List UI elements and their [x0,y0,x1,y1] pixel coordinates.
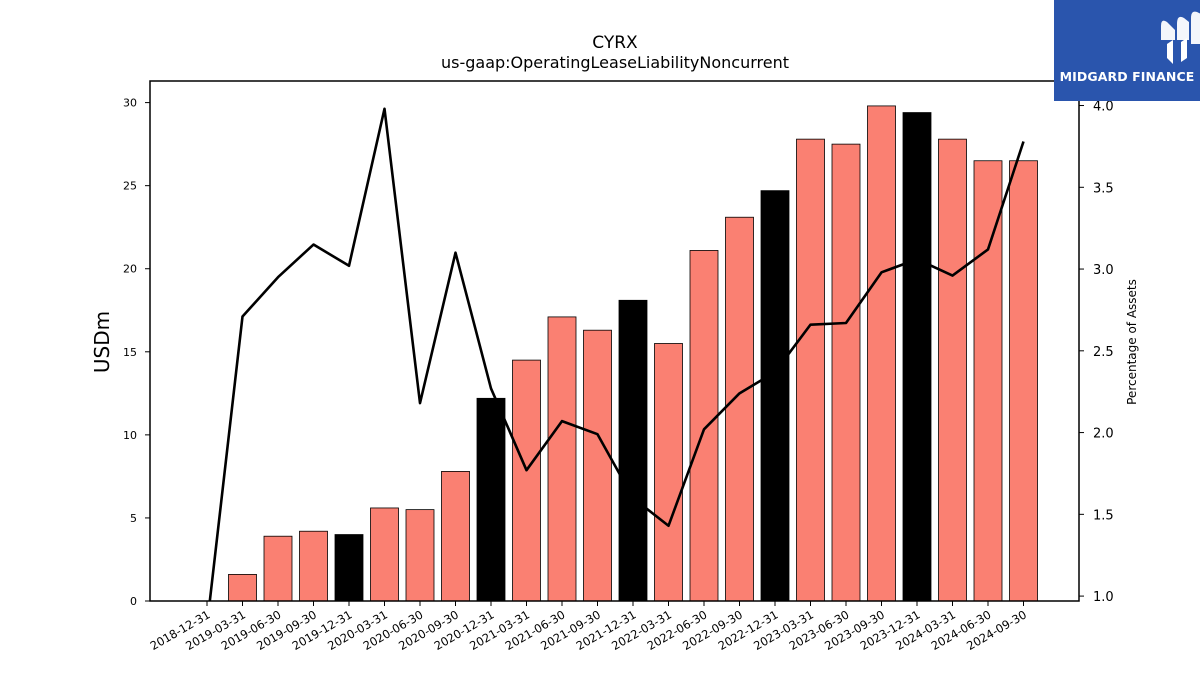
y-axis-label: USDm [90,311,114,373]
logo-text: MIDGARD FINANCE [1059,69,1195,84]
secondary-y-axis: 1.0 1.5 2.0 2.5 3.0 3.5 4.0 [1079,100,1114,605]
bar-2019-12-31 [334,534,364,602]
bar-2023-09-30 [867,105,896,602]
bar-2022-09-30 [725,216,754,602]
bar-2021-09-30 [583,329,612,602]
midgard-m-logo-icon [1161,11,1200,64]
bar-2020-09-30 [441,471,470,602]
bar-2021-06-30 [547,316,577,602]
bar-2022-03-31 [654,343,683,602]
y-axis: 0 5 10 15 20 25 30 [123,97,150,608]
percentage-line-series [208,107,1025,601]
y-tick-label: 25 [123,180,137,193]
bar-2023-03-31 [796,138,825,602]
y-tick-label: 20 [123,263,137,276]
bar-2019-03-31 [228,574,257,602]
chart-title: CYRX [592,33,638,53]
x-axis: 2018-12-312019-03-312019-06-302019-09-30… [148,601,1029,653]
bar-2024-06-30 [973,160,1003,602]
bar-2023-12-31 [902,112,932,602]
bar-2021-12-31 [618,299,648,602]
y-tick-label: 15 [123,346,137,359]
bar-2021-03-31 [512,359,541,602]
bar-2019-09-30 [299,530,328,602]
bar-2023-06-30 [831,143,861,602]
bar-2020-12-31 [476,397,506,602]
chart-subtitle: us-gaap:OperatingLeaseLiabilityNoncurren… [441,53,789,72]
plot-frame [149,80,1080,602]
midgard-finance-logo: MIDGARD FINANCE [1054,0,1200,101]
bar-2020-03-31 [370,507,399,602]
y2-tick-label: 3.0 [1093,263,1114,278]
bar-2019-06-30 [263,535,293,602]
y2-tick-label: 2.5 [1093,345,1114,360]
y2-tick-label: 3.5 [1093,181,1114,196]
y-tick-label: 10 [123,429,137,442]
bar-2022-06-30 [689,250,719,602]
y2-tick-label: 4.0 [1093,100,1114,115]
bar-2024-03-31 [938,138,967,602]
bar-series [228,105,1038,602]
secondary-y-axis-label: Percentage of Assets [1125,279,1139,405]
y-tick-label: 30 [123,97,137,110]
bar-2020-06-30 [405,509,435,602]
y2-tick-label: 1.0 [1093,590,1114,605]
y2-tick-label: 1.5 [1093,508,1114,523]
y2-tick-label: 2.0 [1093,427,1114,442]
y-tick-label: 5 [130,512,137,525]
bar-2022-12-31 [760,190,790,602]
y-tick-label: 0 [130,595,137,608]
percentage-line [208,107,1025,601]
bar-2024-09-30 [1009,160,1038,602]
